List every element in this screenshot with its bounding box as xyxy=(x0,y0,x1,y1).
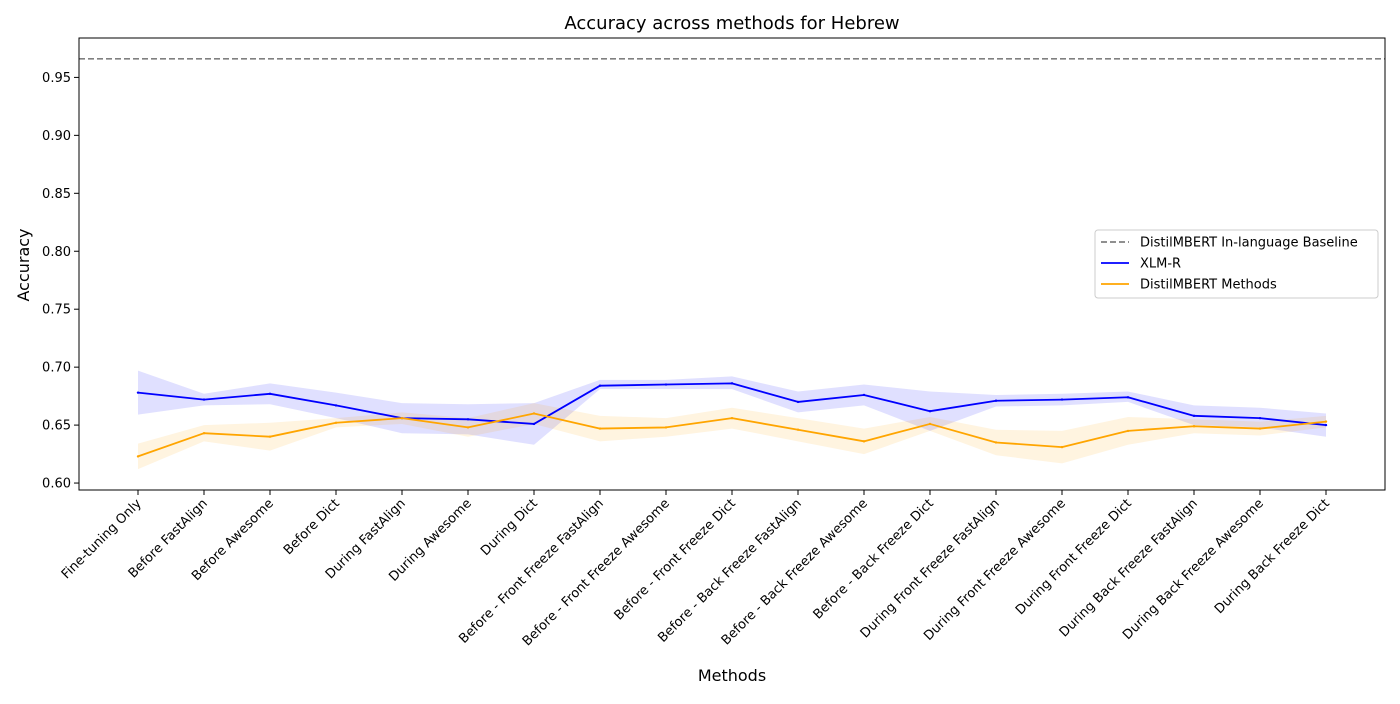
data-point-xlm-r xyxy=(730,382,734,385)
data-point-xlm-r xyxy=(598,384,602,387)
y-tick-label: 0.95 xyxy=(42,71,71,86)
data-point-xlm-r xyxy=(532,422,536,426)
data-point-xlm-r xyxy=(334,404,338,407)
y-axis-label: Accuracy xyxy=(14,228,33,301)
data-point-xlm-r xyxy=(1192,414,1196,418)
data-point-xlm-r xyxy=(466,418,470,421)
data-point-distilmbert-methods xyxy=(202,432,206,435)
data-point-distilmbert-methods xyxy=(730,416,734,420)
data-point-xlm-r xyxy=(202,398,206,401)
data-point-distilmbert-methods xyxy=(1258,427,1262,430)
data-point-xlm-r xyxy=(862,393,866,397)
data-point-xlm-r xyxy=(928,409,932,413)
data-point-distilmbert-methods xyxy=(994,441,998,444)
y-tick-label: 0.70 xyxy=(42,361,71,376)
data-point-xlm-r xyxy=(1126,396,1130,399)
y-tick-label: 0.80 xyxy=(42,245,71,260)
data-point-distilmbert-methods xyxy=(796,428,800,431)
x-tick-label: During Back Freeze FastAlign xyxy=(1057,496,1201,640)
data-point-distilmbert-methods xyxy=(400,416,404,420)
legend-label-baseline: DistilMBERT In-language Baseline xyxy=(1140,236,1358,251)
legend-box xyxy=(1094,229,1379,299)
y-tick-label: 0.75 xyxy=(42,303,71,318)
data-point-distilmbert-methods xyxy=(268,435,272,438)
x-tick-label: Before - Front Freeze Awesome xyxy=(520,496,673,649)
x-tick-label: Before Dict xyxy=(281,496,343,558)
x-tick-label: During Dict xyxy=(478,496,541,559)
data-point-distilmbert-methods xyxy=(862,440,866,443)
data-point-xlm-r xyxy=(268,392,272,396)
data-point-distilmbert-methods xyxy=(1192,425,1196,428)
axes: 0.600.650.700.750.800.850.900.95Fine-tun… xyxy=(42,37,1386,649)
data-point-distilmbert-methods xyxy=(136,455,140,458)
x-tick-label: Before - Back Freeze Dict xyxy=(811,496,937,622)
y-tick-label: 0.90 xyxy=(42,129,71,144)
legend-label-distilmbert-methods: DistilMBERT Methods xyxy=(1140,278,1277,293)
data-point-xlm-r xyxy=(664,383,668,386)
y-tick-label: 0.65 xyxy=(42,419,71,434)
x-tick-label: During Front Freeze Dict xyxy=(1013,496,1135,618)
chart-title: Accuracy across methods for Hebrew xyxy=(564,13,899,34)
data-point-distilmbert-methods xyxy=(532,412,536,415)
data-point-distilmbert-methods xyxy=(1324,420,1328,423)
data-point-xlm-r xyxy=(1060,398,1064,401)
data-point-distilmbert-methods xyxy=(466,426,470,429)
data-point-xlm-r xyxy=(994,399,998,402)
x-tick-label: Before - Back Freeze FastAlign xyxy=(655,496,804,645)
x-tick-label: During Back Freeze Dict xyxy=(1212,496,1333,617)
series-lines xyxy=(136,382,1328,458)
x-axis-label: Methods xyxy=(698,666,766,685)
legend-label-xlm-r: XLM-R xyxy=(1140,257,1181,272)
confidence-bands xyxy=(138,370,1326,470)
data-point-xlm-r xyxy=(796,400,800,404)
y-tick-label: 0.60 xyxy=(42,477,71,492)
data-point-distilmbert-methods xyxy=(598,427,602,430)
x-tick-label: During Back Freeze Awesome xyxy=(1120,496,1267,643)
data-point-distilmbert-methods xyxy=(664,426,668,429)
data-point-distilmbert-methods xyxy=(334,421,338,424)
confidence-band-xlm-r xyxy=(138,370,1326,445)
x-tick-label: Before - Front Freeze Dict xyxy=(612,496,739,623)
legend: DistilMBERT In-language Baseline XLM-R Dis… xyxy=(1094,229,1379,299)
data-point-distilmbert-methods xyxy=(928,422,932,426)
x-tick-label: Before - Front Freeze FastAlign xyxy=(456,496,606,646)
data-point-xlm-r xyxy=(1324,423,1328,427)
x-tick-label: Before - Back Freeze Awesome xyxy=(719,496,871,648)
data-point-xlm-r xyxy=(136,391,140,394)
data-point-distilmbert-methods xyxy=(1060,445,1064,449)
x-tick-label: During Front Freeze FastAlign xyxy=(858,496,1003,641)
y-tick-label: 0.85 xyxy=(42,187,71,202)
data-point-distilmbert-methods xyxy=(1126,429,1130,433)
x-tick-label: During Front Freeze Awesome xyxy=(921,496,1069,644)
data-point-xlm-r xyxy=(1258,416,1262,420)
